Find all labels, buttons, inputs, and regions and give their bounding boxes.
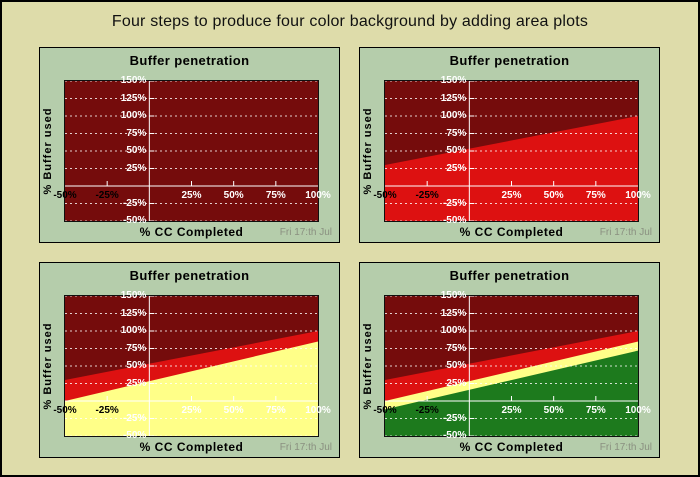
chart-title: Buffer penetration bbox=[129, 268, 250, 283]
x-axis-title: % CC Completed bbox=[139, 225, 244, 239]
plot-area bbox=[384, 295, 639, 437]
yellow-area bbox=[65, 341, 318, 436]
chart-title: Buffer penetration bbox=[449, 53, 570, 68]
area-plot-svg bbox=[65, 81, 318, 221]
date-stamp: Fri 17:th Jul bbox=[599, 227, 652, 238]
date-stamp: Fri 17:th Jul bbox=[279, 227, 332, 238]
plot-area bbox=[64, 80, 319, 222]
date-stamp: Fri 17:th Jul bbox=[599, 442, 652, 453]
plot-area bbox=[64, 295, 319, 437]
x-axis-title: % CC Completed bbox=[139, 440, 244, 454]
x-axis-title: % CC Completed bbox=[459, 440, 564, 454]
y-axis-title: % Buffer used bbox=[42, 322, 54, 410]
area-plot-svg bbox=[65, 296, 318, 436]
area-plot-svg bbox=[385, 81, 638, 221]
figure-title: Four steps to produce four color backgro… bbox=[111, 13, 589, 30]
chart-panel-step-1: Buffer penetration % Buffer used -50% -25… bbox=[39, 47, 340, 243]
y-axis-title: % Buffer used bbox=[42, 107, 54, 195]
chart-title: Buffer penetration bbox=[129, 53, 250, 68]
x-axis-title: % CC Completed bbox=[459, 225, 564, 239]
chart-panel-step-3: Buffer penetration % Buffer used -50% -25… bbox=[39, 262, 340, 458]
chart-title: Buffer penetration bbox=[449, 268, 570, 283]
plot-area bbox=[384, 80, 639, 222]
chart-panel-step-2: Buffer penetration % Buffer used -50% -25… bbox=[359, 47, 660, 243]
date-stamp: Fri 17:th Jul bbox=[279, 442, 332, 453]
area-plot-svg bbox=[385, 296, 638, 436]
chart-panel-step-4: Buffer penetration % Buffer used -50% -25… bbox=[359, 262, 660, 458]
y-axis-title: % Buffer used bbox=[362, 322, 374, 410]
green-area bbox=[385, 350, 638, 436]
y-axis-title: % Buffer used bbox=[362, 107, 374, 195]
